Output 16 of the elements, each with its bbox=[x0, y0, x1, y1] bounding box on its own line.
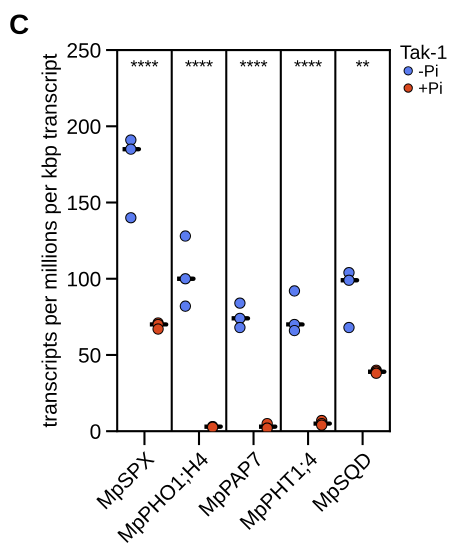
chart-title: C bbox=[10, 14, 28, 34]
y-tick-label: 200 bbox=[68, 119, 100, 134]
y-tick-label: 150 bbox=[68, 196, 100, 210]
legend-label: -Pi bbox=[418, 64, 438, 77]
annotation: **** bbox=[185, 60, 213, 67]
y-tick-label: 50 bbox=[78, 348, 100, 363]
y-axis-title: transcripts per millions per kbp transcript bbox=[41, 54, 61, 428]
y-tick-label: 0 bbox=[90, 424, 100, 439]
y-tick-label: 250 bbox=[68, 43, 100, 58]
legend-title: Tak-1 bbox=[400, 44, 446, 60]
annotation: **** bbox=[240, 60, 268, 67]
y-tick-label: 100 bbox=[68, 272, 100, 286]
annotation: **** bbox=[130, 60, 158, 67]
annotation: **** bbox=[294, 60, 322, 67]
annotation: ** bbox=[356, 60, 370, 67]
legend-label: +Pi bbox=[419, 82, 442, 94]
